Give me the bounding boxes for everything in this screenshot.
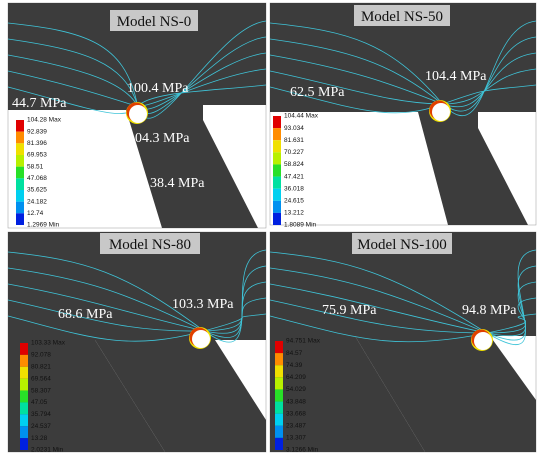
- stress-annotation: 104.4 MPa: [425, 69, 487, 84]
- legend-label: 36.018: [284, 185, 304, 192]
- legend-label: 69.953: [27, 152, 47, 159]
- legend-label: 58.51: [27, 163, 44, 170]
- panel-title: Model NS-0: [117, 14, 192, 30]
- legend-label: 35.794: [31, 411, 51, 418]
- legend-swatch: [273, 128, 281, 140]
- legend-swatch: [20, 402, 28, 414]
- legend-label: 12.74: [27, 210, 44, 217]
- legend-label: 70.227: [284, 149, 304, 156]
- legend-swatch: [273, 189, 281, 201]
- legend-label: 92.839: [27, 128, 47, 135]
- legend-swatch: [16, 155, 24, 167]
- legend-label: 74.39: [286, 362, 303, 369]
- legend-swatch: [273, 140, 281, 152]
- legend-swatch: [273, 164, 281, 176]
- stress-annotation: 94.8 MPa: [462, 303, 517, 318]
- legend-label: 1.8089 Min: [284, 222, 317, 229]
- legend-swatch: [273, 201, 281, 213]
- legend-swatch: [20, 426, 28, 438]
- legend-swatch: [20, 391, 28, 403]
- panel-title: Model NS-100: [357, 237, 447, 253]
- legend-swatch: [273, 116, 281, 128]
- panel: Model NS-80 68.6 MPa 103.3 MPa 103.33 Max 92…: [8, 232, 266, 454]
- panel: Model NS-100 75.9 MPa 94.8 MPa 94.751 Max 84…: [270, 232, 536, 454]
- legend-label: 54.029: [286, 386, 306, 393]
- panel-title: Model NS-80: [109, 237, 191, 253]
- legend-swatch: [275, 377, 283, 389]
- legend-swatch: [20, 379, 28, 391]
- legend-swatch: [275, 353, 283, 365]
- legend-label: 13.28: [31, 435, 48, 442]
- legend-label: 80.821: [31, 363, 51, 370]
- hole: [129, 105, 147, 123]
- legend-label: 103.33 Max: [31, 340, 66, 347]
- legend-label: 94.751 Max: [286, 338, 321, 345]
- legend-swatch: [275, 426, 283, 438]
- legend-label: 47.05: [31, 399, 48, 406]
- stress-annotation: 68.6 MPa: [58, 307, 113, 322]
- stress-annotation: 38.4 MPa: [150, 176, 205, 191]
- legend-label: 24.537: [31, 423, 51, 430]
- legend-label: 81.396: [27, 140, 47, 147]
- legend-label: 92.078: [31, 352, 51, 359]
- legend-label: 64.209: [286, 374, 306, 381]
- legend-swatch: [16, 202, 24, 214]
- legend-label: 104.28 Max: [27, 117, 62, 124]
- hole: [432, 103, 450, 121]
- legend-label: 3.1266 Min: [286, 447, 319, 454]
- panel-title: Model NS-50: [361, 9, 443, 25]
- legend-label: 1.2969 Min: [27, 222, 60, 229]
- stress-annotation: 62.5 MPa: [290, 85, 345, 100]
- legend-swatch: [16, 167, 24, 179]
- legend-swatch: [275, 341, 283, 353]
- legend-swatch: [273, 177, 281, 189]
- legend-swatch: [16, 143, 24, 155]
- legend-label: 43.848: [286, 398, 306, 405]
- legend-swatch: [20, 343, 28, 355]
- legend-label: 24.615: [284, 197, 304, 204]
- legend-swatch: [275, 414, 283, 426]
- legend-swatch: [273, 213, 281, 225]
- legend-label: 2.0231 Min: [31, 447, 64, 454]
- stress-annotation: 44.7 MPa: [12, 96, 67, 111]
- hole: [192, 330, 210, 348]
- legend-label: 35.625: [27, 187, 47, 194]
- stress-annotation: 100.4 MPa: [127, 81, 189, 96]
- legend-swatch: [20, 355, 28, 367]
- legend-swatch: [16, 213, 24, 225]
- stress-annotation: 103.3 MPa: [172, 297, 234, 312]
- hole: [474, 332, 492, 350]
- legend-swatch: [20, 438, 28, 450]
- legend-swatch: [275, 402, 283, 414]
- stress-annotation: 104.3 MPa: [128, 131, 190, 146]
- legend-swatch: [16, 178, 24, 190]
- legend-label: 84.57: [286, 350, 303, 357]
- legend-swatch: [20, 367, 28, 379]
- legend-label: 104.44 Max: [284, 113, 319, 120]
- legend-label: 13.307: [286, 435, 306, 442]
- legend-swatch: [16, 190, 24, 202]
- legend-swatch: [275, 389, 283, 401]
- legend-label: 58.307: [31, 387, 51, 394]
- legend-label: 93.034: [284, 125, 304, 132]
- legend-label: 23.487: [286, 422, 306, 429]
- legend-swatch: [275, 365, 283, 377]
- legend-swatch: [16, 132, 24, 144]
- legend-swatch: [16, 120, 24, 132]
- legend-label: 33.668: [286, 410, 306, 417]
- panel: Model NS-0 100.4 MPa 44.7 MPa 104.3 MPa 38.4…: [8, 3, 266, 229]
- legend-label: 81.631: [284, 137, 304, 144]
- panel: Model NS-50 62.5 MPa 104.4 MPa 104.44 Max 93…: [270, 3, 536, 229]
- legend-label: 47.068: [27, 175, 47, 182]
- figure: Model NS-0 100.4 MPa 44.7 MPa 104.3 MPa 38.4…: [0, 0, 538, 455]
- legend-swatch: [20, 414, 28, 426]
- legend-label: 13.212: [284, 210, 304, 217]
- legend-swatch: [273, 152, 281, 164]
- legend-label: 24.182: [27, 198, 47, 205]
- legend-label: 69.564: [31, 375, 51, 382]
- legend-label: 58.824: [284, 161, 304, 168]
- legend-swatch: [275, 438, 283, 450]
- stress-annotation: 75.9 MPa: [322, 303, 377, 318]
- legend-label: 47.421: [284, 173, 304, 180]
